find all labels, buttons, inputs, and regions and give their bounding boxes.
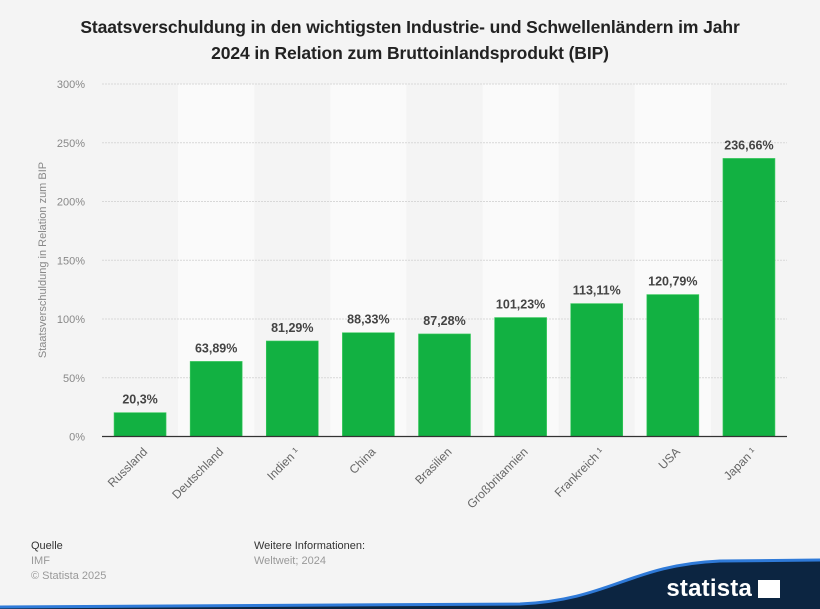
data-label: 63,89% <box>195 341 237 355</box>
bar[interactable] <box>646 294 700 437</box>
source-heading: Quelle <box>31 540 63 552</box>
bar[interactable] <box>418 333 471 437</box>
data-label: 236,66% <box>724 138 773 152</box>
y-tick-label: 300% <box>57 79 85 91</box>
footer-wave-edge <box>0 558 820 609</box>
info-heading[interactable]: Weitere Informationen: <box>254 540 366 552</box>
bars <box>113 158 776 437</box>
info-value: Weltweit; 2024 <box>254 555 326 567</box>
y-axis-ticks: 0% 50% 100% 150% 200% 250% 300% <box>57 79 85 444</box>
chart-title-line-2: 2024 in Relation zum Bruttoinlandsproduk… <box>211 43 609 63</box>
y-tick-label: 100% <box>57 314 85 326</box>
bar[interactable] <box>265 340 319 437</box>
bar[interactable] <box>494 317 547 437</box>
data-label: 113,11% <box>573 284 621 298</box>
footer-wave-fill <box>0 560 820 609</box>
y-tick-label: 250% <box>57 138 85 150</box>
data-label: 101,23% <box>496 298 545 312</box>
bar[interactable] <box>722 158 776 437</box>
copyright: © Statista 2025 <box>31 570 107 582</box>
statista-logo[interactable]: statista <box>666 575 780 603</box>
y-tick-label: 0% <box>69 432 85 444</box>
statista-logo-text: statista <box>666 575 752 602</box>
data-label: 20,3% <box>122 393 157 407</box>
y-tick-label: 200% <box>57 197 85 209</box>
data-label: 88,33% <box>347 313 389 327</box>
chart-title-line-1: Staatsverschuldung in den wichtigsten In… <box>80 17 740 37</box>
data-label: 87,28% <box>423 314 465 328</box>
y-axis-title: Staatsverschuldung in Relation zum BIP <box>37 162 49 358</box>
data-label: 81,29% <box>271 321 313 335</box>
data-label: 120,79% <box>648 275 697 289</box>
bar[interactable] <box>189 361 243 437</box>
statista-logo-icon <box>758 580 780 598</box>
source-block: Quelle IMF © Statista 2025 <box>31 539 106 584</box>
bar[interactable] <box>570 303 624 437</box>
info-block[interactable]: Weitere Informationen: Weltweit; 2024 <box>254 539 365 569</box>
data-labels: 20,3% 63,89% 81,29% 88,33% 87,28% 101,23% 113,… <box>122 138 773 406</box>
chart-title: Staatsverschuldung in den wichtigsten In… <box>0 14 820 66</box>
source-value: IMF <box>31 555 50 567</box>
y-tick-label: 50% <box>63 373 85 385</box>
y-tick-label: 150% <box>57 255 85 267</box>
